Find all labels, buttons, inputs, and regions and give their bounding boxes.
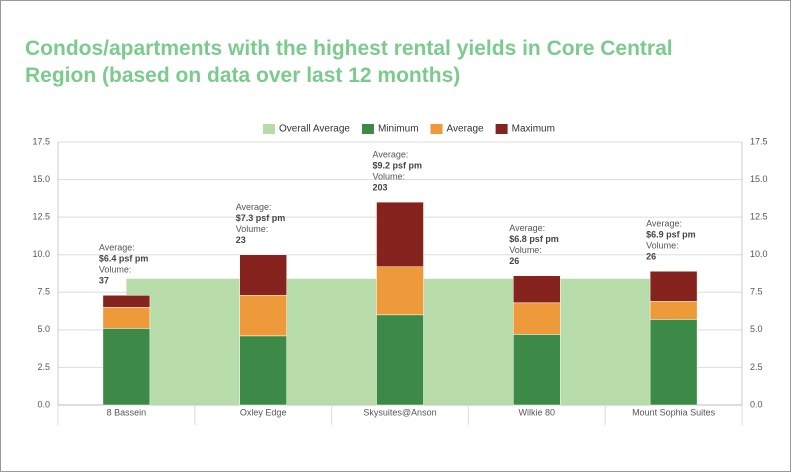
bar-segment <box>102 307 151 329</box>
x-tick-label: Oxley Edge <box>240 407 287 417</box>
legend-label: Overall Average <box>279 124 350 135</box>
x-tick-label: Skysuites@Anson <box>363 407 436 417</box>
annotation: Volume: <box>509 245 542 255</box>
annotation: Volume: <box>373 171 406 181</box>
y2-tick-label: 7.5 <box>750 287 763 297</box>
legend-swatch <box>430 124 443 134</box>
annotation: $6.4 psf pm <box>99 254 149 264</box>
bar-segment <box>239 254 287 296</box>
bar-segment <box>649 319 698 406</box>
y-tick-label: 17.5 <box>32 136 50 146</box>
annotation: 37 <box>99 276 109 286</box>
y2-tick-label: 10.0 <box>750 249 768 259</box>
x-tick-label: Mount Sophia Suites <box>632 407 716 417</box>
y-tick-label: 2.5 <box>37 362 50 372</box>
legend-label: Average <box>447 124 485 135</box>
annotation: $6.8 psf pm <box>509 234 559 244</box>
legend-swatch <box>263 124 275 134</box>
annotation: Average: <box>646 219 682 229</box>
bar-segment <box>649 270 698 302</box>
bar-segment <box>239 335 287 406</box>
y-tick-label: 12.5 <box>32 212 50 222</box>
bar-segment <box>376 266 424 316</box>
bar-segment <box>649 301 698 320</box>
y-tick-label: 15.0 <box>32 174 50 184</box>
bar-segment <box>513 302 561 335</box>
annotation: Average: <box>373 149 409 159</box>
y-tick-label: 5.0 <box>37 324 50 334</box>
annotation: $9.2 psf pm <box>373 160 423 170</box>
y2-tick-label: 0.0 <box>750 399 763 409</box>
y2-tick-label: 12.5 <box>750 212 768 222</box>
y2-tick-label: 5.0 <box>750 324 763 334</box>
x-tick-label: 8 Bassein <box>107 407 147 417</box>
y-tick-label: 7.5 <box>37 287 50 297</box>
bar-segment <box>513 334 561 406</box>
chart-title: Condos/apartments with the highest renta… <box>25 37 673 87</box>
bar-segment <box>102 328 151 406</box>
y-tick-label: 0.0 <box>37 399 50 409</box>
annotation: Average: <box>99 243 135 253</box>
annotation: Average: <box>509 223 545 233</box>
legend-swatch <box>495 124 508 134</box>
annotation: Volume: <box>236 224 269 234</box>
bar-segment <box>102 295 151 308</box>
annotation: Average: <box>236 202 272 212</box>
annotation: $6.9 psf pm <box>646 230 696 240</box>
legend-swatch <box>361 124 374 134</box>
bar-segment <box>376 314 424 406</box>
annotation: Volume: <box>99 265 132 275</box>
bar-segment <box>239 295 287 337</box>
annotation: $7.3 psf pm <box>236 213 286 223</box>
bar-segment <box>513 275 561 304</box>
y-tick-label: 10.0 <box>32 249 50 259</box>
x-tick-label: Wilkie 80 <box>519 407 556 417</box>
annotation: 23 <box>236 235 246 245</box>
bar-segment <box>376 201 424 267</box>
y2-tick-label: 17.5 <box>750 136 768 146</box>
legend-label: Maximum <box>512 124 555 135</box>
y2-tick-label: 15.0 <box>750 174 768 184</box>
annotation: Volume: <box>646 241 679 251</box>
annotation: 26 <box>646 252 656 262</box>
y2-tick-label: 2.5 <box>750 362 763 372</box>
annotation: 26 <box>509 256 519 266</box>
legend-label: Minimum <box>378 124 419 135</box>
annotation: 203 <box>373 182 388 192</box>
